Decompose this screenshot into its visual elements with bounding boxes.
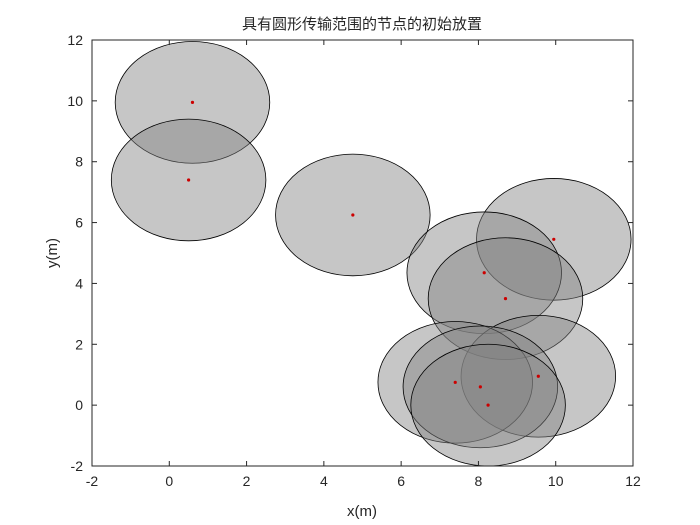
node-point xyxy=(187,178,191,182)
y-axis-label: y(m) xyxy=(44,238,61,268)
x-tick-label: 2 xyxy=(243,473,251,489)
node-point xyxy=(478,385,482,389)
y-tick-label: 8 xyxy=(75,154,83,170)
node-point xyxy=(503,297,508,301)
y-tick-label: 2 xyxy=(75,336,83,352)
x-tick-label: 4 xyxy=(320,473,328,489)
x-tick-label: 10 xyxy=(548,473,564,489)
node-point xyxy=(482,271,486,275)
x-tick-label: -2 xyxy=(86,473,99,489)
node-point xyxy=(190,100,195,104)
axes-box xyxy=(91,39,634,467)
node-point xyxy=(486,403,490,407)
y-tick-label: -2 xyxy=(71,458,84,474)
y-tick-label: 12 xyxy=(67,32,83,48)
y-tick-label: 6 xyxy=(75,215,83,231)
x-axis-label: x(m) xyxy=(347,503,377,520)
node-point xyxy=(552,237,556,241)
plot-area xyxy=(110,41,632,466)
chart-title: 具有圆形传输范围的节点的初始放置 xyxy=(242,15,482,33)
x-tick-label: 8 xyxy=(475,473,483,489)
axes: -2 0 2 4 6 8 10 12 -2 0 2 4 6 8 10 12 xyxy=(67,32,641,489)
node-point xyxy=(351,213,355,217)
y-tick-label: 4 xyxy=(75,275,83,291)
x-tick-label: 0 xyxy=(165,473,173,489)
node-point xyxy=(453,380,457,384)
x-tick-label: 6 xyxy=(397,473,405,489)
node-point xyxy=(536,374,540,378)
y-tick-label: 0 xyxy=(75,397,83,413)
x-tick-label: 12 xyxy=(625,473,641,489)
y-tick-label: 10 xyxy=(67,93,83,109)
